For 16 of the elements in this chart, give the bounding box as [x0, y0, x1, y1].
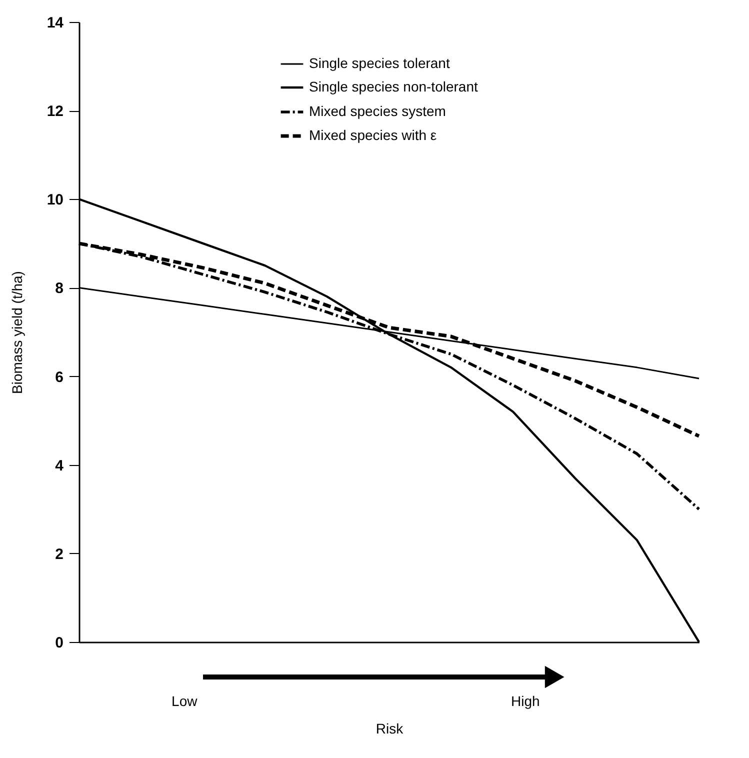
- y-tick-label: 8: [55, 280, 64, 298]
- y-tick-label: 6: [55, 368, 64, 386]
- legend-label: Mixed species with ε: [309, 127, 437, 143]
- y-axis-title: Biomass yield (t/ha): [8, 271, 25, 394]
- y-tick-label: 4: [55, 457, 64, 474]
- y-tick-label: 12: [46, 103, 64, 120]
- x-axis-title: Risk: [376, 720, 404, 736]
- y-tick-label: 2: [55, 546, 64, 563]
- y-tick-label: 10: [46, 192, 64, 209]
- y-tick-label: 14: [46, 14, 64, 32]
- y-tick-label: 0: [55, 634, 64, 652]
- legend-label: Single species tolerant: [309, 55, 450, 71]
- legend-label: Mixed species system: [309, 103, 446, 119]
- text: High: [511, 693, 540, 709]
- legend-label: Single species non-tolerant: [309, 78, 478, 94]
- text: Low: [172, 693, 198, 709]
